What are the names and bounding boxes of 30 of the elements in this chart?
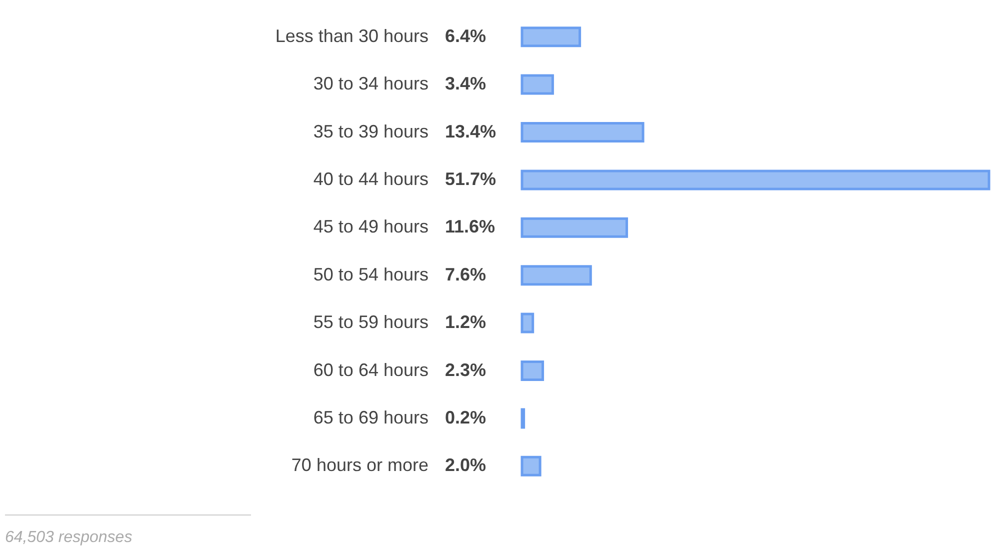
bar xyxy=(520,456,542,476)
data-label: 2.3% xyxy=(445,360,486,380)
bar xyxy=(520,312,534,334)
bar xyxy=(520,26,582,48)
data-label: 6.4% xyxy=(445,26,486,46)
data-label: 0.2% xyxy=(445,407,486,428)
data-label: 2.0% xyxy=(445,455,486,476)
bar xyxy=(520,265,592,286)
bar xyxy=(520,74,554,95)
bar xyxy=(520,217,628,238)
data-label: 11.6% xyxy=(445,216,496,237)
data-label: 1.2% xyxy=(445,312,486,332)
y-tick-label: 60 to 64 hours xyxy=(313,360,428,380)
data-label: 51.7% xyxy=(445,168,496,189)
y-tick-label: 65 to 69 hours xyxy=(313,407,428,428)
y-tick-label: 40 to 44 hours xyxy=(313,168,428,189)
data-label: 7.6% xyxy=(445,264,486,284)
y-tick-label: 45 to 49 hours xyxy=(313,216,428,237)
y-tick-label: 70 hours or more xyxy=(291,455,428,476)
data-label: 3.4% xyxy=(445,74,486,94)
y-tick-label: 55 to 59 hours xyxy=(313,312,428,332)
y-tick-label: 50 to 54 hours xyxy=(313,264,428,284)
data-label: 13.4% xyxy=(445,121,496,142)
y-tick-label: 30 to 34 hours xyxy=(313,74,428,94)
y-tick-label: 35 to 39 hours xyxy=(313,121,428,142)
text: 64,503 responses xyxy=(5,529,132,546)
bar xyxy=(520,170,990,190)
y-tick-label: Less than 30 hours xyxy=(275,26,428,46)
bar xyxy=(520,360,544,381)
bar xyxy=(520,122,644,142)
